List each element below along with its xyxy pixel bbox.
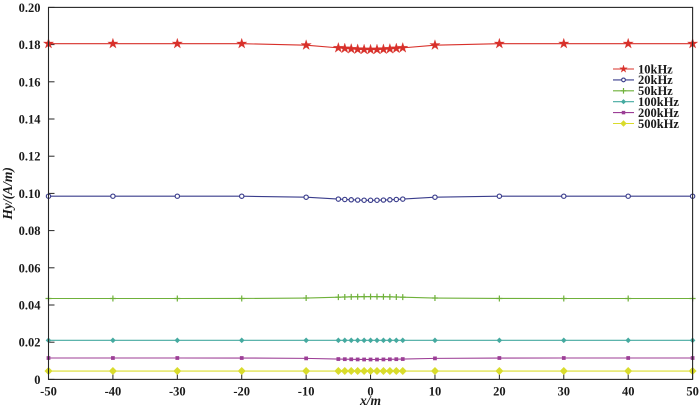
svg-text:50: 50	[686, 384, 699, 398]
svg-text:-20: -20	[233, 384, 250, 398]
svg-text:0: 0	[34, 373, 40, 387]
svg-text:0.12: 0.12	[19, 150, 41, 164]
svg-text:x/m: x/m	[359, 393, 381, 408]
svg-text:10: 10	[429, 384, 442, 398]
svg-text:0.20: 0.20	[19, 1, 41, 15]
svg-text:-30: -30	[169, 384, 186, 398]
svg-text:0.16: 0.16	[19, 75, 41, 89]
svg-text:0.08: 0.08	[19, 224, 41, 238]
svg-text:-50: -50	[40, 384, 57, 398]
svg-text:20: 20	[493, 384, 506, 398]
svg-text:0.10: 0.10	[19, 187, 41, 201]
svg-text:0.14: 0.14	[19, 113, 42, 127]
svg-text:0.04: 0.04	[19, 299, 42, 313]
svg-text:0.02: 0.02	[19, 336, 41, 350]
svg-text:0.18: 0.18	[19, 38, 41, 52]
svg-text:500kHz: 500kHz	[638, 117, 679, 131]
svg-text:30: 30	[558, 384, 571, 398]
svg-text:0.06: 0.06	[19, 261, 41, 275]
svg-text:-10: -10	[298, 384, 315, 398]
svg-text:Hy/(A/m): Hy/(A/m)	[0, 167, 15, 221]
svg-text:40: 40	[622, 384, 635, 398]
svg-text:-40: -40	[105, 384, 122, 398]
